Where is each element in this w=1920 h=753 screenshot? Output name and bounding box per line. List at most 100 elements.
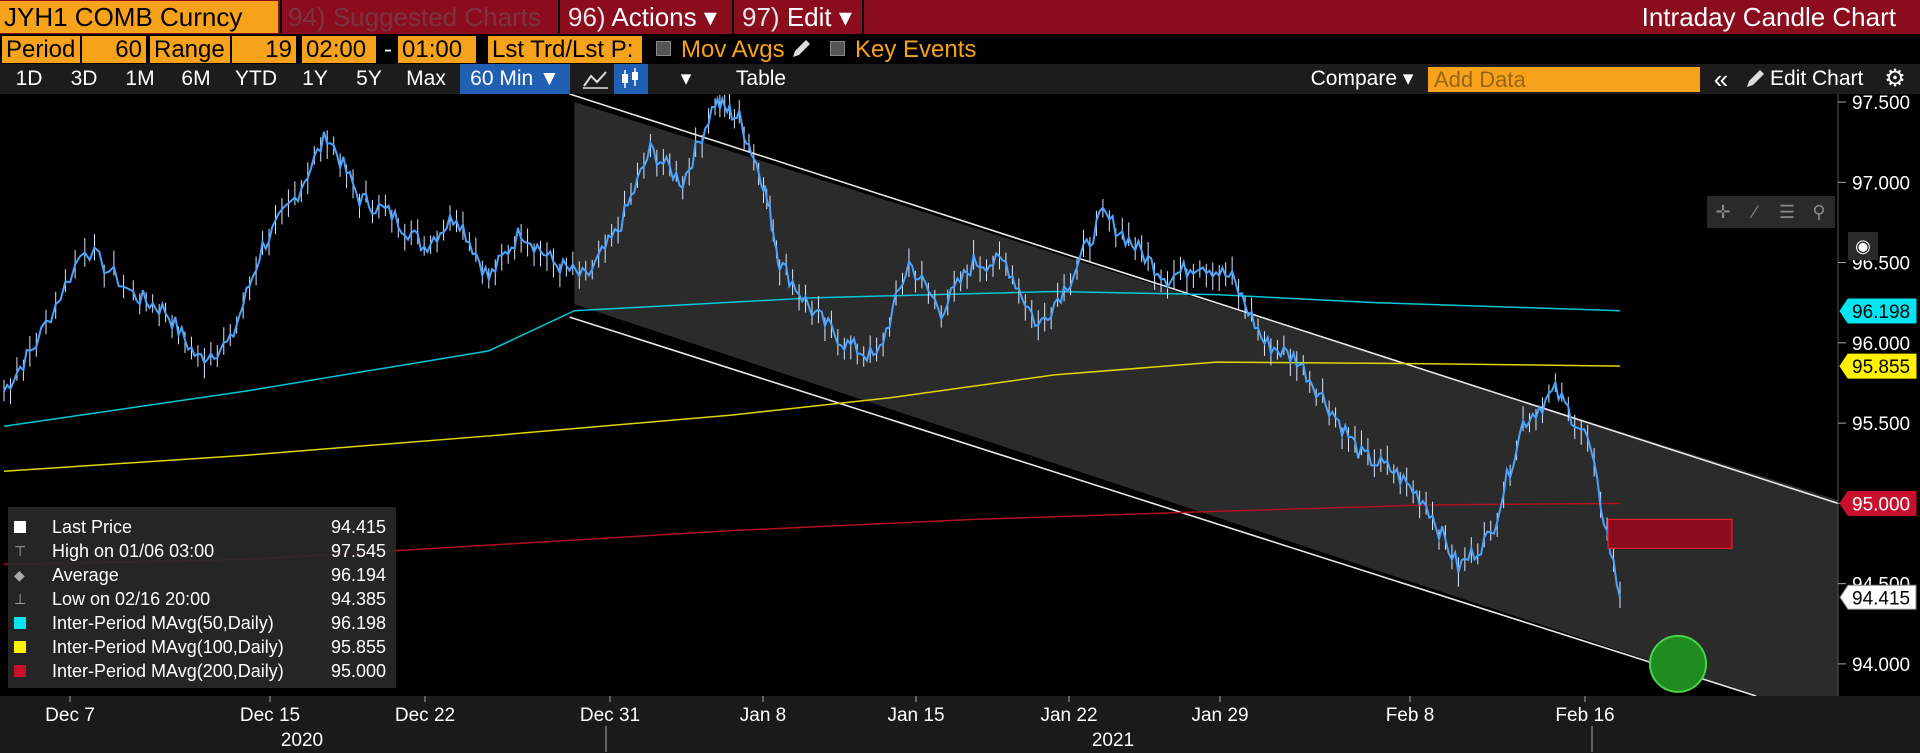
range-3d-tab[interactable]: 3D (70, 67, 98, 90)
snapshot-icon[interactable]: ◉ (1848, 232, 1878, 260)
x-tick-label: Jan 22 (1040, 705, 1097, 726)
legend-value: 95.855 (330, 637, 386, 657)
target-markers (1607, 518, 1733, 693)
legend-label: Low on 02/16 20:00 (52, 589, 211, 609)
menu-num: 97) (742, 2, 780, 32)
range-label: Range (150, 36, 230, 63)
legend-ma100: Inter-Period MAvg(100,Daily) 95.855 (8, 635, 396, 659)
trend-channel (569, 94, 1839, 697)
divider (732, 0, 734, 34)
range-max-tab[interactable]: Max (406, 67, 446, 90)
range-1m-tab[interactable]: 1M (125, 67, 155, 90)
range-1y-tab[interactable]: 1Y (302, 67, 328, 90)
target-zone (1607, 518, 1733, 549)
notes-icon[interactable]: ☰ (1778, 202, 1796, 222)
key-events-label: Key Events (855, 36, 977, 63)
interval-dropdown[interactable]: 60 Min ▼ (460, 64, 570, 94)
table-button[interactable]: Table (735, 67, 787, 90)
legend-ma50: Inter-Period MAvg(50,Daily) 96.198 (8, 611, 396, 635)
price-field-select[interactable]: Lst Trd/Lst P: (488, 36, 642, 63)
value-tag-label: 95.000 (1852, 494, 1910, 515)
value-tag-label: 96.198 (1852, 302, 1910, 323)
chart-tools: ✛ ∕ ☰ ⚲ (1707, 196, 1835, 228)
ma200-value-tag: 95.000 (1839, 490, 1917, 516)
legend-ma200: Inter-Period MAvg(200,Daily) 95.000 (8, 659, 396, 683)
target-circle (1649, 634, 1707, 693)
pencil-icon (1747, 70, 1764, 87)
candle-chart-icon (622, 68, 638, 88)
chart-type-dropdown-icon[interactable]: ▾ (680, 67, 692, 90)
mov-avgs-checkbox[interactable] (656, 41, 671, 56)
legend-label: Average (52, 565, 119, 585)
candle-chart-button[interactable] (614, 64, 648, 94)
ma100-value-tag: 95.855 (1839, 353, 1917, 379)
legend-value: 94.385 (330, 589, 386, 609)
value-tag-box (1839, 353, 1917, 379)
menu-edit[interactable]: 97) Edit ▾ (742, 0, 852, 34)
legend-average: ◆ Average 96.194 (8, 563, 396, 587)
security-field[interactable]: JYH1 COMB Curncy (0, 1, 278, 33)
value-tag-box (1839, 584, 1917, 610)
x-axis-band (0, 696, 1920, 753)
menu-label: Actions ▾ (611, 2, 717, 32)
average-marker-icon: ◆ (14, 567, 25, 583)
y-tick-label: 95.500 (1852, 414, 1910, 435)
channel-upper-line (569, 94, 1839, 505)
price-series (3, 94, 1621, 608)
legend-value: 96.194 (330, 565, 386, 585)
legend-swatch (14, 617, 26, 629)
ma50-value-tag: 96.198 (1839, 298, 1917, 324)
legend-label: Inter-Period MAvg(50,Daily) (52, 613, 274, 633)
range-1d-tab[interactable]: 1D (15, 67, 43, 90)
legend-swatch (14, 665, 26, 677)
last-price-line (3, 95, 1621, 598)
y-tick-label: 94.000 (1852, 655, 1910, 676)
range-ytd-tab[interactable]: YTD (235, 67, 277, 90)
legend-value: 94.415 (330, 517, 386, 537)
price-chart[interactable]: 97.50097.00096.50096.00095.50095.00094.5… (0, 94, 1920, 753)
menu-num: 94) (288, 2, 326, 32)
value-tag-box (1839, 298, 1917, 324)
value-tag-label: 95.855 (1852, 357, 1910, 378)
x-tick-label: Jan 15 (887, 705, 944, 726)
y-axis: 97.50097.00096.50096.00095.50095.00094.5… (1837, 94, 1917, 696)
pencil-icon[interactable] (790, 38, 812, 60)
legend-label: Last Price (52, 517, 133, 537)
period-field[interactable]: 60 (82, 36, 146, 63)
value-tag-box (1839, 490, 1917, 516)
y-tick-label: 96.000 (1852, 334, 1910, 355)
legend-value: 96.198 (330, 613, 386, 633)
zoom-icon[interactable]: ⚲ (1812, 202, 1826, 222)
period-label: Period (2, 36, 80, 63)
legend-label: High on 01/06 03:00 (52, 541, 215, 561)
divider (862, 0, 864, 34)
legend: Last Price 94.415 ⊤ High on 01/06 03:00 … (8, 507, 396, 688)
legend-value: 97.545 (330, 541, 386, 561)
key-events-checkbox[interactable] (830, 41, 845, 56)
legend-high: ⊤ High on 01/06 03:00 97.545 (8, 539, 396, 563)
menu-num: 96) (568, 2, 606, 32)
menu-label: Suggested Charts (332, 2, 541, 32)
last-price-value-tag: 94.415 (1839, 584, 1917, 610)
legend-low: ⊥ Low on 02/16 20:00 94.385 (8, 587, 396, 611)
menu-actions[interactable]: 96) Actions ▾ (568, 0, 717, 34)
line-chart-icon[interactable] (580, 66, 612, 92)
low-marker-icon: ⊥ (14, 591, 27, 607)
time-from-field[interactable]: 02:00 (302, 36, 376, 63)
range-field[interactable]: 19 (232, 36, 296, 63)
draw-line-icon[interactable]: ∕ (1753, 202, 1757, 222)
time-to-field[interactable]: 01:00 (398, 36, 476, 63)
x-tick-label: Feb 16 (1555, 705, 1614, 726)
header-bar: JYH1 COMB Curncy 94) Suggested Charts 96… (0, 0, 1920, 34)
x-tick-label: Dec 31 (580, 705, 640, 726)
window-title: Intraday Candle Chart (1641, 2, 1896, 32)
compare-dropdown[interactable]: Compare ▾ (1310, 67, 1414, 90)
collapse-button[interactable]: « (1713, 64, 1729, 94)
range-6m-tab[interactable]: 6M (181, 67, 211, 90)
crosshair-icon[interactable]: ✛ (1715, 202, 1731, 222)
edit-chart-button[interactable]: Edit Chart (1770, 67, 1864, 90)
menu-suggested-charts[interactable]: 94) Suggested Charts (288, 0, 541, 34)
gear-icon[interactable]: ⚙ (1884, 65, 1906, 92)
add-data-input[interactable] (1428, 67, 1700, 92)
range-5y-tab[interactable]: 5Y (356, 67, 382, 90)
